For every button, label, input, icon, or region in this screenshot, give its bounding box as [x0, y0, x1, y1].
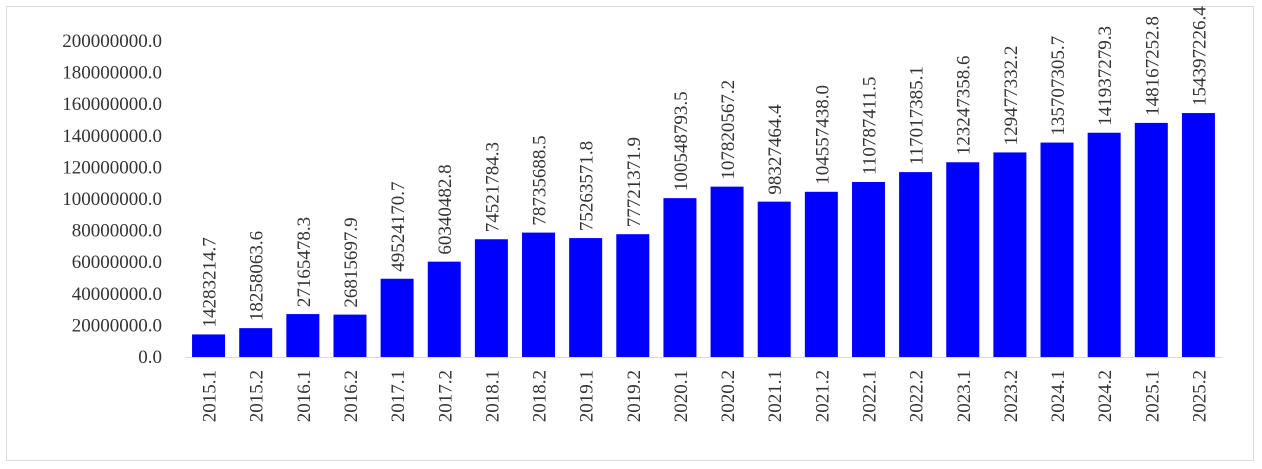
- x-tick-label: 2024.1: [1048, 370, 1069, 422]
- bar: [899, 172, 933, 357]
- bar: [1040, 142, 1074, 357]
- x-tick-label: 2021.1: [765, 370, 786, 422]
- bar: [710, 186, 744, 357]
- x-tick-label: 2025.1: [1142, 370, 1163, 422]
- x-axis: 2015.1 2015.2 2016.1 2016.2 2017.1 2017.2 2018…: [185, 357, 1222, 422]
- y-tick-label: 80000000.0: [72, 221, 162, 242]
- bar: [804, 191, 838, 357]
- bar: [569, 238, 603, 357]
- x-tick-label: 2021.2: [812, 370, 833, 422]
- data-label: 27165478.3: [294, 217, 315, 307]
- x-tick-label: 2022.2: [907, 370, 928, 422]
- bar-series: [192, 113, 1215, 357]
- bar: [286, 314, 320, 357]
- x-tick-label: 2023.1: [954, 370, 975, 422]
- data-label: 78735688.5: [530, 135, 551, 225]
- bar: [851, 181, 885, 357]
- data-label: 14283214.7: [200, 237, 221, 327]
- bar: [333, 314, 367, 357]
- x-tick-label: 2020.2: [718, 370, 739, 422]
- x-tick-label: 2018.2: [530, 370, 551, 422]
- data-label: 26815697.9: [341, 217, 362, 307]
- data-label: 98327464.4: [765, 104, 786, 195]
- data-label: 148167252.8: [1142, 16, 1163, 116]
- bar: [616, 234, 650, 357]
- y-tick-label: 0.0: [138, 347, 162, 368]
- y-tick-label: 160000000.0: [62, 94, 162, 115]
- data-label: 123247358.6: [954, 56, 975, 156]
- x-tick-label: 2023.2: [1001, 370, 1022, 422]
- data-label: 75263571.8: [577, 141, 598, 231]
- data-label: 110787411.5: [859, 77, 880, 175]
- bar: [427, 261, 461, 357]
- x-tick-label: 2016.1: [294, 370, 315, 422]
- y-tick-label: 140000000.0: [62, 126, 162, 147]
- bar: [1134, 122, 1168, 357]
- data-label: 154397226.4: [1189, 6, 1210, 106]
- y-axis: 0.0 20000000.0 40000000.0 60000000.0 8000000…: [62, 31, 162, 368]
- bar: [380, 278, 414, 357]
- y-tick-label: 180000000.0: [62, 63, 162, 84]
- bar: [946, 162, 980, 357]
- data-label: 100548793.5: [671, 91, 692, 191]
- x-tick-label: 2018.1: [482, 370, 503, 422]
- x-tick-label: 2022.1: [859, 370, 880, 422]
- bar: [1181, 113, 1215, 357]
- y-tick-label: 200000000.0: [62, 31, 162, 52]
- data-label: 18258063.6: [247, 231, 268, 321]
- x-tick-label: 2016.2: [341, 370, 362, 422]
- data-label: 104557438.0: [812, 85, 833, 185]
- data-label: 141937279.3: [1095, 26, 1116, 126]
- data-labels: 14283214.7 18258063.6 27165478.3 26815697.9…: [200, 6, 1211, 328]
- bar: [1087, 132, 1121, 357]
- y-tick-label: 100000000.0: [62, 189, 162, 210]
- bar: [663, 198, 697, 357]
- data-label: 117017385.1: [907, 66, 928, 165]
- x-tick-label: 2020.1: [671, 370, 692, 422]
- x-tick-label: 2019.1: [577, 370, 598, 422]
- bar: [474, 239, 508, 357]
- data-label: 77721371.9: [624, 137, 645, 227]
- data-label: 60340482.8: [435, 164, 456, 254]
- bar: [239, 328, 273, 357]
- y-tick-label: 20000000.0: [72, 315, 162, 336]
- bar: [522, 232, 556, 357]
- x-tick-label: 2017.1: [388, 370, 409, 422]
- y-tick-label: 120000000.0: [62, 157, 162, 178]
- data-label: 135707305.7: [1048, 36, 1069, 136]
- x-tick-label: 2025.2: [1189, 370, 1210, 422]
- bar: [192, 334, 226, 357]
- data-label: 129477332.2: [1001, 46, 1022, 146]
- x-tick-label: 2017.2: [435, 370, 456, 422]
- x-tick-label: 2019.2: [624, 370, 645, 422]
- x-tick-label: 2015.1: [200, 370, 221, 422]
- x-tick-label: 2015.2: [247, 370, 268, 422]
- x-tick-label: 2024.2: [1095, 370, 1116, 422]
- y-tick-label: 40000000.0: [72, 284, 162, 305]
- data-label: 107820567.2: [718, 80, 739, 180]
- bar: [757, 201, 791, 357]
- bar: [993, 152, 1027, 357]
- y-tick-label: 60000000.0: [72, 252, 162, 273]
- data-label: 49524170.7: [388, 182, 409, 272]
- data-label: 74521784.3: [482, 142, 503, 232]
